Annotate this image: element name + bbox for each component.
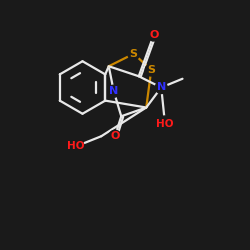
Circle shape (108, 85, 120, 97)
Text: S: S (147, 65, 155, 75)
Circle shape (148, 29, 160, 41)
Text: N: N (156, 82, 166, 92)
Circle shape (109, 130, 121, 142)
Text: N: N (109, 86, 118, 96)
Text: HO: HO (68, 141, 85, 151)
Circle shape (68, 138, 84, 154)
Circle shape (128, 48, 140, 60)
Text: O: O (110, 131, 120, 141)
Circle shape (157, 116, 173, 132)
Text: O: O (149, 30, 158, 40)
Text: S: S (130, 49, 138, 59)
Circle shape (145, 64, 157, 76)
Text: HO: HO (156, 119, 174, 129)
Circle shape (155, 82, 167, 94)
